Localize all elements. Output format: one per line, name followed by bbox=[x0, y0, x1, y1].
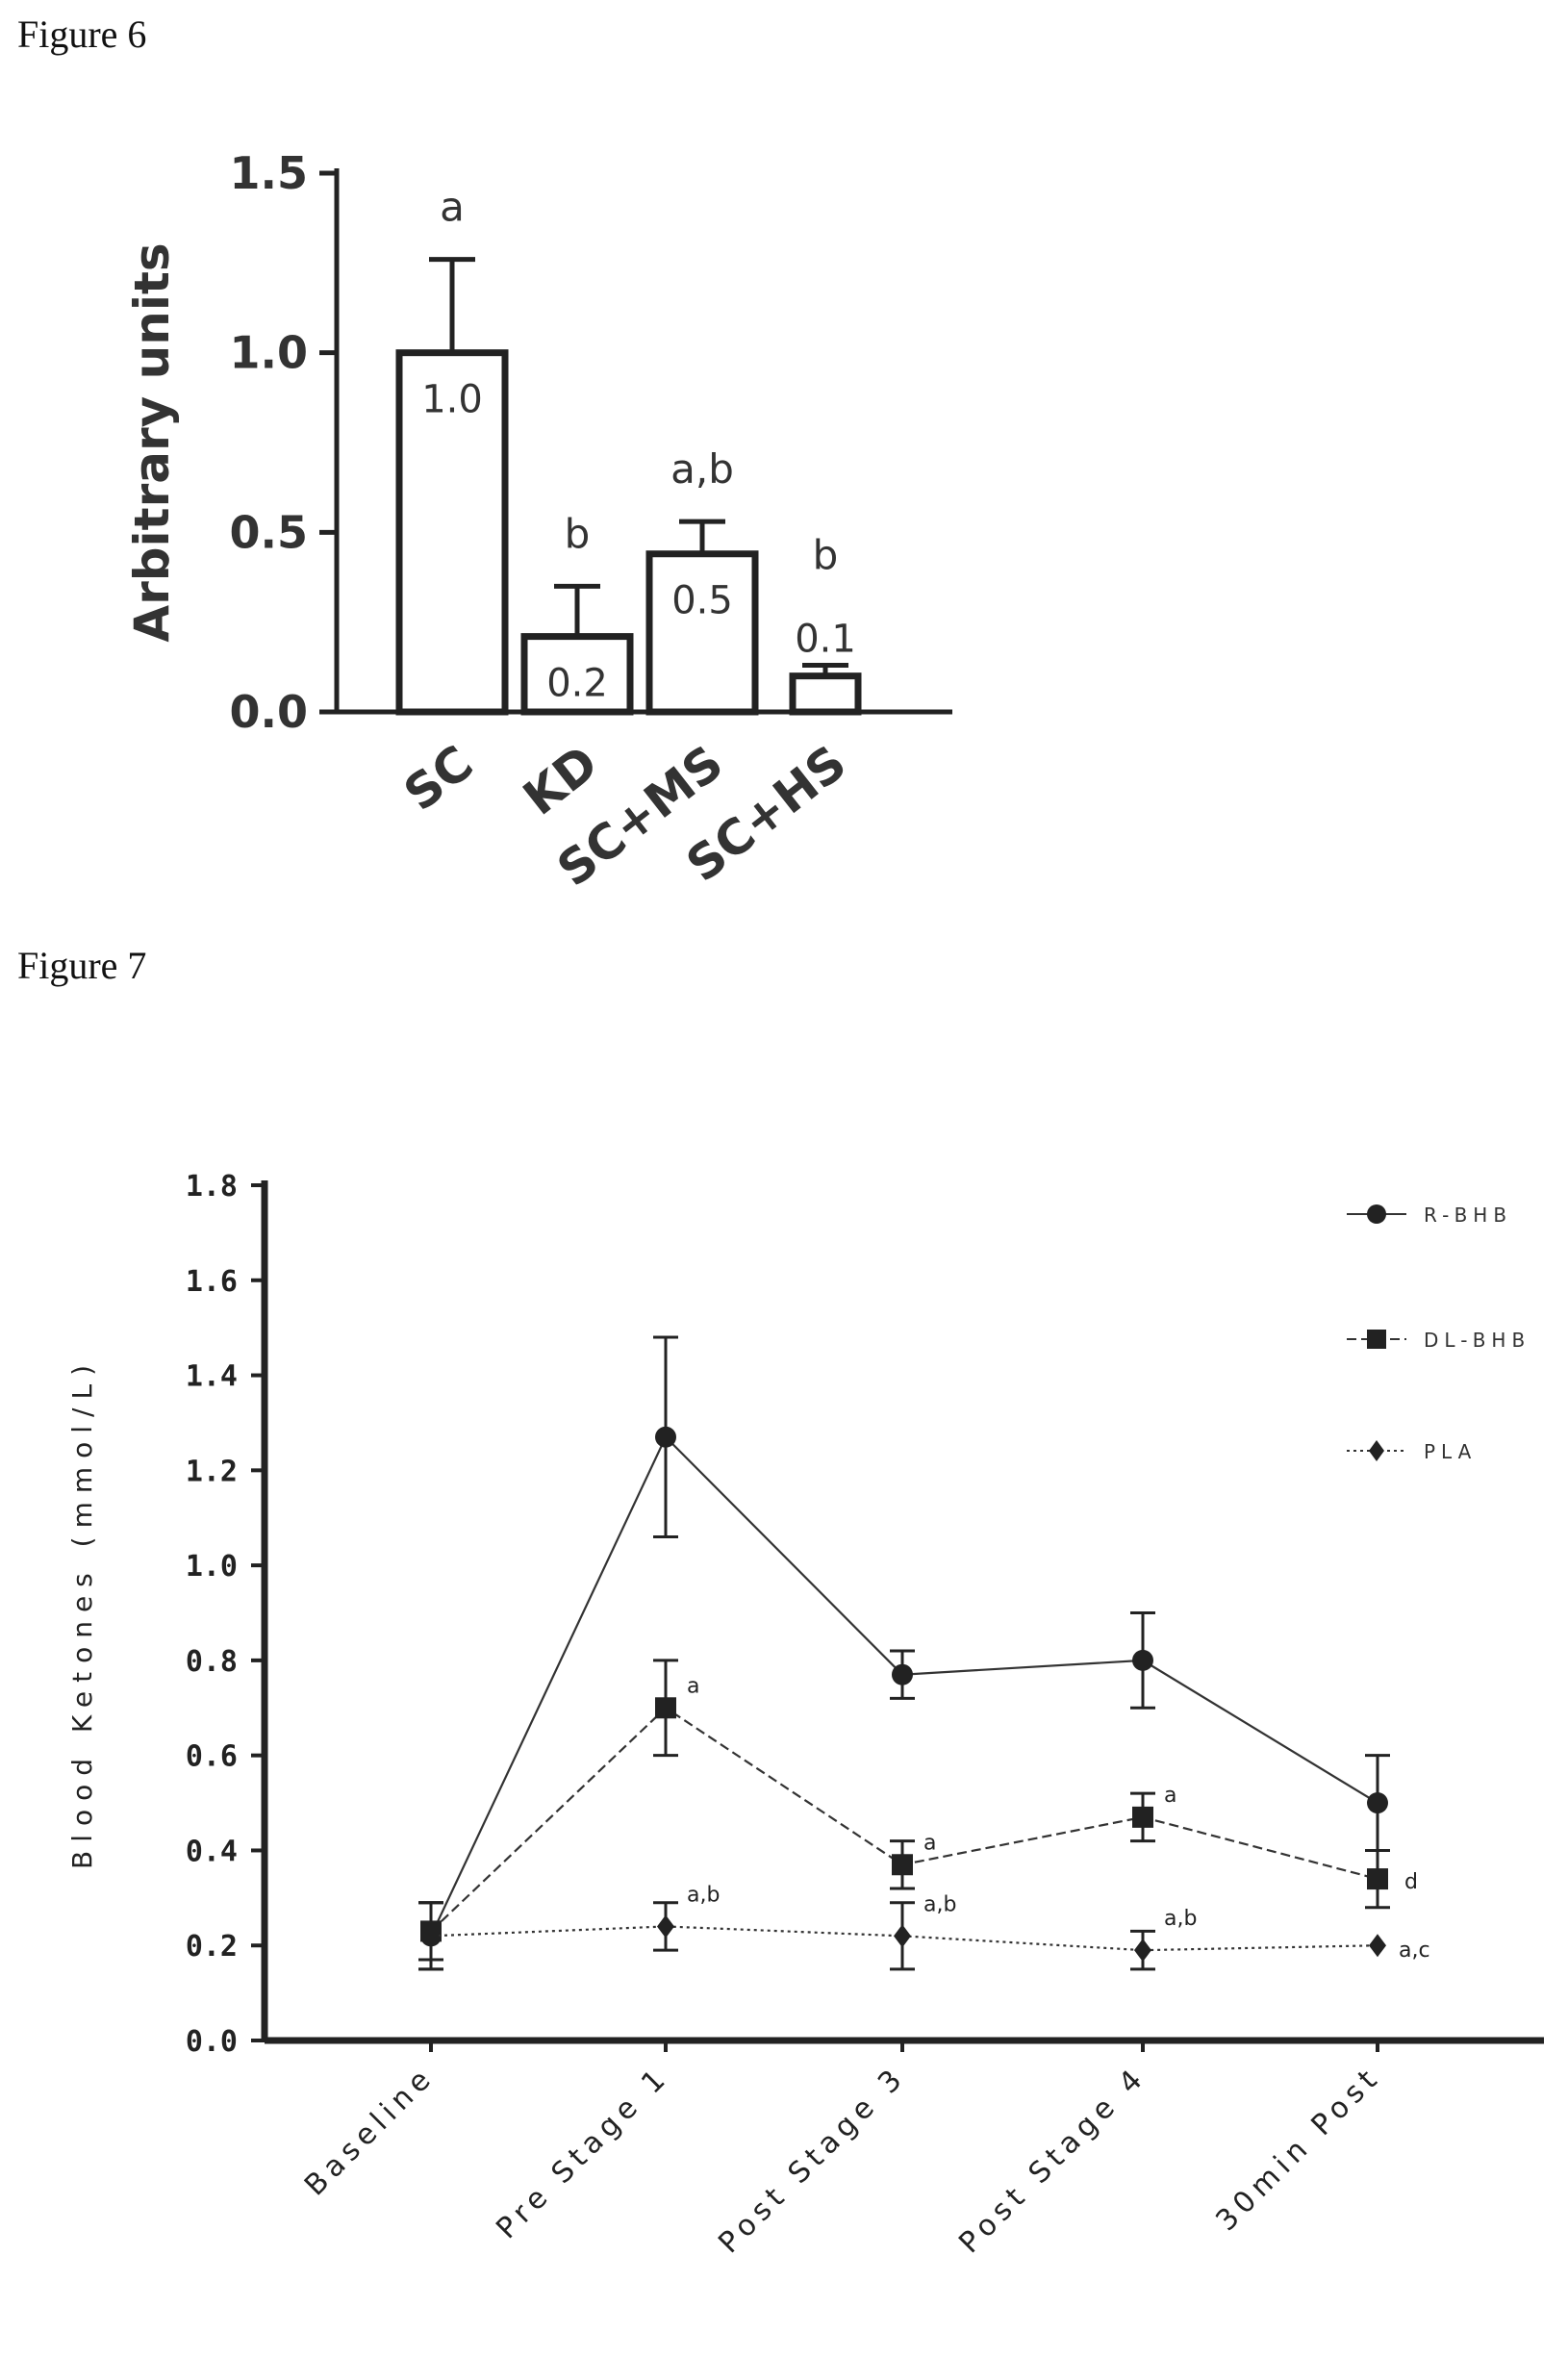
legend-item: PLA bbox=[1347, 1440, 1477, 1463]
data-point bbox=[420, 1920, 442, 1942]
bar-group: 0.2 b KD bbox=[513, 510, 634, 826]
x-tick-label: Baseline bbox=[298, 2060, 442, 2203]
y-tick-label: 1.0 bbox=[230, 327, 309, 379]
y-tick-label: 1.2 bbox=[186, 1455, 238, 1488]
significance-label: b bbox=[813, 531, 839, 578]
data-point bbox=[894, 1924, 911, 1948]
series-dl-bhb: a a a d bbox=[418, 1659, 1418, 1962]
figure-6-label: Figure 6 bbox=[17, 13, 147, 56]
data-point bbox=[1132, 1649, 1153, 1671]
y-tick-label: 0.0 bbox=[230, 686, 309, 738]
bar bbox=[645, 550, 759, 716]
x-tick-label: Post Stage 3 bbox=[712, 2060, 912, 2260]
y-tick-label: 0.0 bbox=[186, 2025, 238, 2059]
bar-value-label: 0.2 bbox=[546, 662, 608, 706]
significance-label: a bbox=[687, 1674, 699, 1698]
y-tick-label: 0.4 bbox=[186, 1835, 238, 1868]
series-pla: a,b a,b a,b a,c bbox=[418, 1883, 1430, 1971]
significance-label: b bbox=[565, 510, 591, 557]
significance-label: a bbox=[923, 1831, 936, 1855]
legend-item: DL-BHB bbox=[1347, 1329, 1530, 1352]
data-point bbox=[655, 1426, 676, 1448]
y-tick-label: 1.8 bbox=[186, 1170, 238, 1204]
significance-label: a,b bbox=[923, 1892, 956, 1916]
y-tick-label: 0.6 bbox=[186, 1740, 238, 1774]
significance-label: a,b bbox=[670, 445, 734, 493]
bar-group: 1.0 a SC bbox=[393, 184, 509, 822]
data-point bbox=[892, 1663, 913, 1685]
y-axis-label: Arbitrary units bbox=[124, 242, 180, 642]
category-label: KD bbox=[513, 735, 608, 826]
data-point bbox=[1132, 1806, 1153, 1828]
x-tick-label: 30min Post bbox=[1209, 2060, 1387, 2238]
legend-label: R-BHB bbox=[1424, 1204, 1512, 1227]
significance-label: d bbox=[1404, 1870, 1418, 1894]
y-tick-label: 0.2 bbox=[186, 1930, 238, 1964]
data-point bbox=[657, 1914, 674, 1939]
x-tick-label: Post Stage 4 bbox=[952, 2060, 1152, 2260]
y-tick-label: 1.6 bbox=[186, 1265, 238, 1299]
y-tick-label: 1.5 bbox=[230, 147, 309, 199]
series-line bbox=[430, 1925, 1378, 1952]
legend: R-BHB DL-BHB PLA bbox=[1347, 1204, 1530, 1463]
significance-label: a,b bbox=[1164, 1907, 1197, 1931]
data-point bbox=[420, 1925, 442, 1947]
data-point bbox=[1367, 1204, 1386, 1224]
significance-label: a bbox=[1164, 1784, 1176, 1808]
series-r-bhb bbox=[418, 1335, 1390, 1971]
bar-value-label: 0.5 bbox=[671, 579, 733, 623]
data-point bbox=[1367, 1868, 1388, 1890]
series-line bbox=[430, 1434, 1378, 1937]
significance-label: a,c bbox=[1399, 1939, 1430, 1963]
bar-value-label: 1.0 bbox=[421, 378, 483, 422]
data-point bbox=[1367, 1792, 1388, 1814]
bar bbox=[789, 672, 862, 716]
bar bbox=[520, 633, 634, 716]
legend-label: DL-BHB bbox=[1424, 1329, 1530, 1352]
bar bbox=[395, 349, 509, 716]
data-point bbox=[1134, 1939, 1151, 1963]
y-tick-label: 1.0 bbox=[186, 1550, 238, 1584]
y-tick-label: 0.8 bbox=[186, 1645, 238, 1679]
y-tick-label: 1.4 bbox=[186, 1360, 238, 1394]
significance-label: a,b bbox=[687, 1883, 720, 1907]
figure-7-label: Figure 7 bbox=[17, 944, 147, 987]
category-label: SC bbox=[393, 735, 483, 822]
data-point bbox=[422, 1924, 440, 1948]
legend-label: PLA bbox=[1424, 1440, 1477, 1463]
bar-value-label: 0.1 bbox=[795, 617, 856, 661]
significance-label: a bbox=[440, 184, 465, 231]
legend-item: R-BHB bbox=[1347, 1204, 1512, 1227]
data-point bbox=[1369, 1934, 1386, 1958]
y-axis-label: Blood Ketones (mmol/L) bbox=[66, 1356, 98, 1869]
x-tick-label: Pre Stage 1 bbox=[490, 2060, 675, 2245]
data-point bbox=[1367, 1330, 1386, 1349]
data-point bbox=[892, 1854, 913, 1876]
y-tick-label: 0.5 bbox=[230, 506, 309, 558]
data-point bbox=[1369, 1440, 1384, 1461]
series-line bbox=[430, 1706, 1378, 1933]
data-point bbox=[655, 1697, 676, 1719]
